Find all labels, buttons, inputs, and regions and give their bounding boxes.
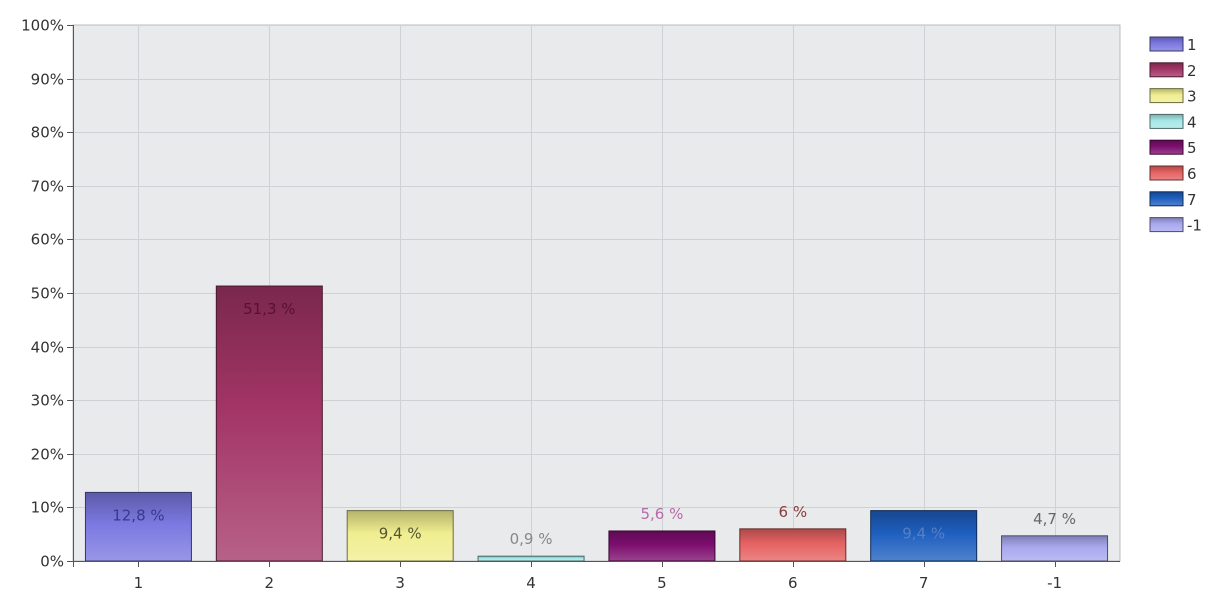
legend-label: -1 [1187,217,1202,235]
legend-swatch [1149,191,1184,207]
legend-swatch [1149,113,1184,129]
y-tick-label: 100% [21,17,64,35]
data-label: 6 % [779,503,808,521]
x-tick-label: -1 [1047,574,1062,592]
x-tick-label: 1 [134,574,144,592]
legend-label: 6 [1187,165,1197,183]
x-tick-label: 7 [919,574,929,592]
y-tick-label: 90% [31,71,64,89]
bar-1 [84,491,192,562]
data-label: 0,9 % [510,530,553,548]
y-tick-label: 60% [31,231,64,249]
x-tick-label: 2 [265,574,275,592]
x-tick-label: 6 [788,574,798,592]
bar-3 [346,510,454,562]
legend-label: 5 [1187,139,1197,157]
y-tick-label: 0% [40,553,64,571]
bars [84,285,1109,562]
legend-label: 3 [1187,88,1197,106]
y-tick-label: 50% [31,285,64,303]
x-tick-label: 4 [526,574,536,592]
y-tick-label: 20% [31,446,64,464]
y-tick-label: 70% [31,178,64,196]
legend-swatch [1149,62,1184,78]
legend-swatch [1149,217,1184,233]
legend-swatch [1149,88,1184,104]
bar-2 [215,285,323,562]
data-labels: 12,8 % 51,3 % 9,4 % 0,9 % 5,6 % 6 % 9,4 % 4,7 % [112,300,1076,548]
legend-label: 4 [1187,113,1197,131]
data-label: 12,8 % [112,506,164,524]
y-tick-label: 40% [31,339,64,357]
x-tick-label: 5 [657,574,667,592]
y-tick-label: 10% [31,499,64,517]
axes: 0% 10% 20% 30% 40% 50% 60% 70% 80% 90% 100% 1 2 3 4 5 6 7… [21,17,1120,592]
legend-swatch [1149,165,1184,181]
data-label: 4,7 % [1033,510,1076,528]
legend-label: 7 [1187,191,1197,209]
bar-4 [477,555,585,562]
data-label: 9,4 % [902,525,945,543]
y-tick-label: 30% [31,392,64,410]
data-label: 9,4 % [379,525,422,543]
y-tick-label: 80% [31,124,64,142]
bar-6 [739,528,847,562]
x-tick-label: 3 [395,574,405,592]
data-label: 5,6 % [640,505,683,523]
legend: 1 2 3 4 5 6 7 -1 [1149,36,1202,235]
legend-label: 2 [1187,62,1197,80]
legend-label: 1 [1187,36,1197,54]
legend-swatch [1149,139,1184,155]
data-label: 51,3 % [243,300,295,318]
bar-5 [608,530,716,562]
bar--1 [1001,535,1109,562]
bar-7 [870,510,978,562]
legend-swatch [1149,36,1184,52]
